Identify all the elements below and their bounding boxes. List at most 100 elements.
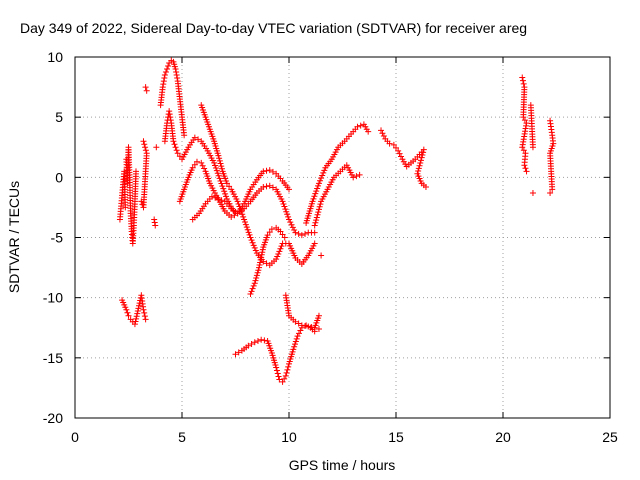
data-point bbox=[286, 186, 292, 193]
data-point-interp bbox=[310, 195, 317, 202]
data-point-interp bbox=[311, 193, 318, 200]
data-point-interp bbox=[216, 155, 223, 162]
data-point bbox=[305, 323, 312, 330]
data-point-interp bbox=[160, 81, 167, 88]
data-point-interp bbox=[291, 227, 298, 234]
data-point-interp bbox=[283, 369, 290, 376]
data-point-interp bbox=[245, 229, 252, 236]
data-point-interp bbox=[313, 217, 320, 224]
data-point-interp bbox=[218, 163, 225, 170]
data-point-interp bbox=[223, 193, 230, 200]
data-point bbox=[520, 114, 527, 121]
data-point-interp bbox=[292, 338, 299, 345]
data-point-interp bbox=[238, 208, 245, 215]
data-point bbox=[251, 339, 258, 346]
data-point-interp bbox=[266, 229, 273, 236]
data-point-interp bbox=[315, 209, 322, 216]
data-point bbox=[251, 280, 258, 287]
data-point-interp bbox=[284, 211, 291, 218]
data-point-interp bbox=[244, 226, 251, 233]
data-point-interp bbox=[254, 269, 261, 276]
data-point-interp bbox=[174, 75, 181, 82]
data-point bbox=[266, 182, 273, 189]
data-point-interp bbox=[277, 245, 284, 252]
data-point bbox=[247, 291, 254, 298]
y-tick-label: -5 bbox=[51, 230, 64, 246]
data-point-interp bbox=[251, 244, 258, 251]
data-point-interp bbox=[257, 259, 264, 266]
data-point-interp bbox=[240, 213, 247, 220]
data-point bbox=[378, 127, 385, 134]
data-point bbox=[309, 198, 316, 205]
x-tick-label: 10 bbox=[281, 429, 297, 445]
data-point bbox=[247, 234, 254, 241]
data-point-interp bbox=[217, 160, 224, 167]
data-point-interp bbox=[218, 197, 225, 204]
data-point-interp bbox=[246, 231, 253, 238]
data-point-interp bbox=[248, 288, 255, 295]
data-point-interp bbox=[420, 149, 427, 156]
data-point-interp bbox=[520, 147, 527, 154]
data-point-interp bbox=[243, 224, 250, 231]
data-point bbox=[189, 164, 196, 171]
data-point bbox=[208, 193, 215, 200]
data-point bbox=[142, 84, 149, 91]
data-point bbox=[260, 168, 267, 175]
data-point-interp bbox=[235, 200, 242, 207]
data-point bbox=[273, 364, 280, 371]
data-point bbox=[315, 325, 322, 332]
data-point-interp bbox=[250, 242, 257, 249]
data-point-interp bbox=[275, 250, 282, 257]
data-point-interp bbox=[315, 206, 322, 213]
data-point-interp bbox=[136, 302, 143, 309]
data-point bbox=[420, 146, 427, 153]
data-point-interp bbox=[285, 213, 292, 220]
data-point-interp bbox=[289, 224, 296, 231]
data-point-interp bbox=[239, 211, 246, 218]
data-point bbox=[519, 144, 526, 151]
data-point-interp bbox=[212, 162, 219, 169]
data-point-interp bbox=[142, 144, 149, 151]
data-point-interp bbox=[274, 370, 281, 377]
data-point bbox=[290, 346, 297, 353]
data-point bbox=[241, 216, 248, 223]
data-point bbox=[266, 167, 273, 174]
data-point bbox=[311, 229, 318, 236]
data-point bbox=[279, 378, 286, 385]
data-point-interp bbox=[283, 208, 290, 215]
data-point bbox=[125, 312, 132, 319]
data-point bbox=[164, 66, 171, 73]
data-point-interp bbox=[318, 175, 325, 182]
data-point bbox=[215, 152, 222, 159]
data-point bbox=[174, 150, 181, 157]
data-point-interp bbox=[241, 219, 248, 226]
y-tick-label: 5 bbox=[55, 109, 63, 125]
data-point bbox=[519, 74, 526, 81]
data-point-interp bbox=[317, 177, 324, 184]
data-point bbox=[529, 189, 536, 196]
data-point-interp bbox=[263, 167, 270, 174]
data-point-interp bbox=[231, 212, 238, 219]
data-point-interp bbox=[249, 285, 256, 292]
data-point bbox=[228, 214, 235, 221]
data-point-interp bbox=[226, 183, 233, 190]
data-point-interp bbox=[280, 200, 287, 207]
data-point bbox=[311, 222, 318, 229]
data-point-interp bbox=[173, 72, 180, 79]
data-point-interp bbox=[285, 363, 292, 370]
data-point bbox=[159, 84, 166, 91]
data-point bbox=[298, 232, 305, 239]
data-point-interp bbox=[287, 219, 294, 226]
data-point bbox=[256, 264, 263, 271]
y-tick-label: -10 bbox=[43, 290, 63, 306]
data-point-interp bbox=[218, 180, 225, 187]
data-point-interp bbox=[134, 308, 141, 315]
data-point bbox=[172, 144, 179, 151]
data-point-interp bbox=[124, 309, 131, 316]
data-point-interp bbox=[135, 305, 142, 312]
data-point-interp bbox=[257, 256, 264, 263]
data-point-interp bbox=[302, 230, 309, 237]
data-point bbox=[311, 240, 318, 247]
data-point-interp bbox=[521, 117, 528, 124]
